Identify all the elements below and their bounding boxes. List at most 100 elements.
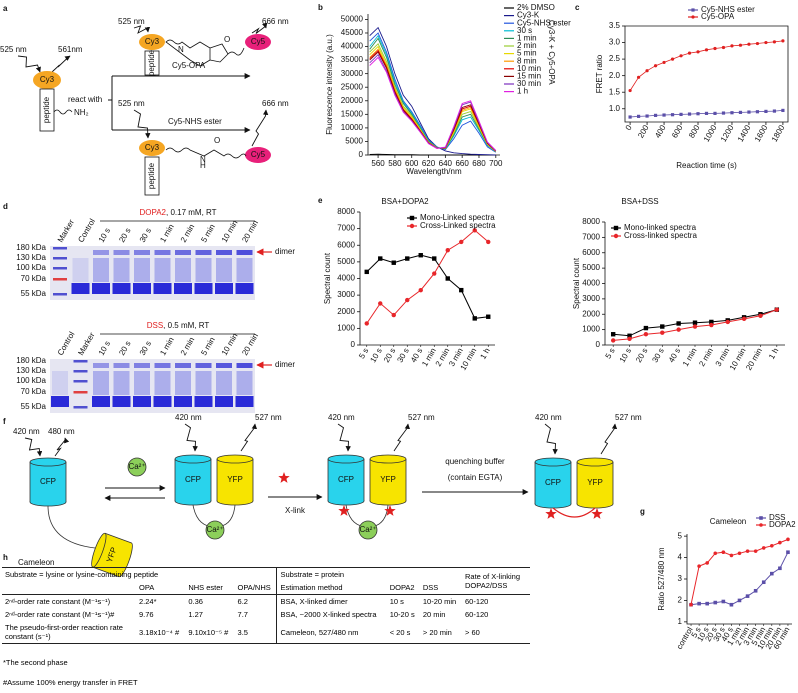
data-point xyxy=(761,580,766,585)
data-point xyxy=(391,312,396,318)
y-tick-label: 7000 xyxy=(337,224,355,233)
linker xyxy=(552,507,596,518)
y-tick-label: 5000 xyxy=(345,137,363,146)
gel-title: DSS, 0.5 mM, RT xyxy=(147,321,210,330)
cylinder-side xyxy=(216,459,254,501)
footnote: #Assume 100% energy transfer in FRET xyxy=(3,678,138,687)
y-tick-label: 10000 xyxy=(341,123,364,132)
data-point xyxy=(713,600,718,605)
y-tick-label: 8000 xyxy=(337,207,355,216)
amine: NH₂ xyxy=(74,108,89,117)
y-tick-label: 2.0 xyxy=(609,71,621,80)
data-point xyxy=(738,110,743,114)
data-point xyxy=(713,111,717,115)
data-point xyxy=(745,549,750,553)
table-cell: 3.5 xyxy=(237,627,248,637)
lane-label: Marker xyxy=(56,218,76,244)
cylinder-top xyxy=(216,454,254,464)
peptide-label: peptide xyxy=(147,162,156,189)
y-tick-label: 6000 xyxy=(582,248,600,257)
lane-label: 5 min xyxy=(199,336,217,357)
chart-title: Cameleon xyxy=(710,517,746,526)
cylinder-body xyxy=(175,459,211,501)
monomer-band xyxy=(92,396,110,407)
x-tick-label: 200 xyxy=(636,123,651,140)
data-point xyxy=(418,253,423,258)
monomer-band xyxy=(215,283,233,294)
data-point xyxy=(764,109,768,114)
cylinder-body xyxy=(370,459,406,501)
x-tick-label: 1200 xyxy=(719,123,736,143)
light-arrow xyxy=(51,55,71,73)
lane-label: 20 s xyxy=(117,339,132,357)
smear xyxy=(236,258,253,282)
wavelength: 527 nm xyxy=(408,413,435,422)
legend-label: Mono-linked spectra xyxy=(624,223,697,232)
table-row: Substrate = lysine or lysine-containing … xyxy=(2,567,530,595)
linker xyxy=(47,505,96,549)
table-cell: > 20 min xyxy=(422,627,452,637)
y-tick-label: 4000 xyxy=(582,279,600,288)
smear xyxy=(72,258,89,282)
smear xyxy=(154,371,171,395)
y-tick-label: 5000 xyxy=(337,257,355,266)
peptide-box xyxy=(144,50,160,76)
data-point xyxy=(692,324,698,329)
x-tick-label: 400 xyxy=(653,123,668,140)
data-point xyxy=(753,549,758,553)
monomer-band xyxy=(235,396,254,407)
x-tick-label: 680 xyxy=(472,159,486,168)
table-row: The pseudo-first-order reaction rate con… xyxy=(2,621,530,644)
table-cell: 2ⁿᵈ-order rate constant (M⁻¹s⁻¹) xyxy=(5,597,111,606)
y-tick-label: 20000 xyxy=(341,96,364,105)
legend-marker xyxy=(613,225,619,231)
data-point xyxy=(692,320,698,325)
table-cell: 2ⁿᵈ-order rate constant (M⁻¹s⁻¹)# xyxy=(5,610,115,619)
table-cell xyxy=(2,581,136,595)
wavelength: 561nm xyxy=(58,45,83,54)
dye-label: Cy5 xyxy=(251,37,266,46)
light-arrow xyxy=(17,55,41,73)
cylinder-body xyxy=(217,459,253,501)
data-point xyxy=(662,60,666,65)
y-tick-label: 30000 xyxy=(341,69,364,78)
data-point xyxy=(636,114,641,118)
protein-label: CFP xyxy=(338,475,354,484)
lane-label: Control xyxy=(56,330,77,357)
marker-band xyxy=(53,293,67,296)
data-point xyxy=(628,88,632,93)
y-tick-label: 1 xyxy=(678,617,683,626)
cylinder-side xyxy=(534,462,572,504)
cylinder-side xyxy=(174,459,212,501)
data-point xyxy=(643,332,649,337)
axis xyxy=(686,534,792,625)
x-tick-label: 30 s xyxy=(650,347,665,365)
crosslinker xyxy=(278,472,290,483)
data-point xyxy=(709,322,714,328)
crosslinker xyxy=(591,508,603,519)
light-arrow xyxy=(393,423,411,452)
protein-label: YFP xyxy=(587,478,603,487)
x-tick-label: 600 xyxy=(670,123,685,140)
table-cell: BSA, ~2000 X-linked spectra xyxy=(276,608,387,621)
data-point xyxy=(721,111,726,115)
cy5-dye xyxy=(245,147,271,163)
data-point xyxy=(697,601,701,606)
x-axis-label: Wavelength/nm xyxy=(406,167,462,176)
cy5-dye xyxy=(245,34,271,50)
cylinder-side xyxy=(369,459,407,501)
cylinder-top xyxy=(174,454,212,464)
panel-label: g xyxy=(640,507,645,516)
atom: O xyxy=(224,35,230,44)
protein-label: YFP xyxy=(380,475,396,484)
data-point xyxy=(738,43,743,47)
table-cell: Substrate = protein xyxy=(276,567,462,581)
y-tick-label: 15000 xyxy=(341,109,364,118)
table-cell: > 60 xyxy=(465,627,480,637)
lane-label: 2 min xyxy=(179,223,197,244)
data-point xyxy=(662,113,666,117)
y-axis-label: Spectral count xyxy=(572,257,581,309)
marker-band xyxy=(73,391,88,394)
cylinder-top xyxy=(369,454,407,464)
legend-label: DSS xyxy=(769,513,785,522)
